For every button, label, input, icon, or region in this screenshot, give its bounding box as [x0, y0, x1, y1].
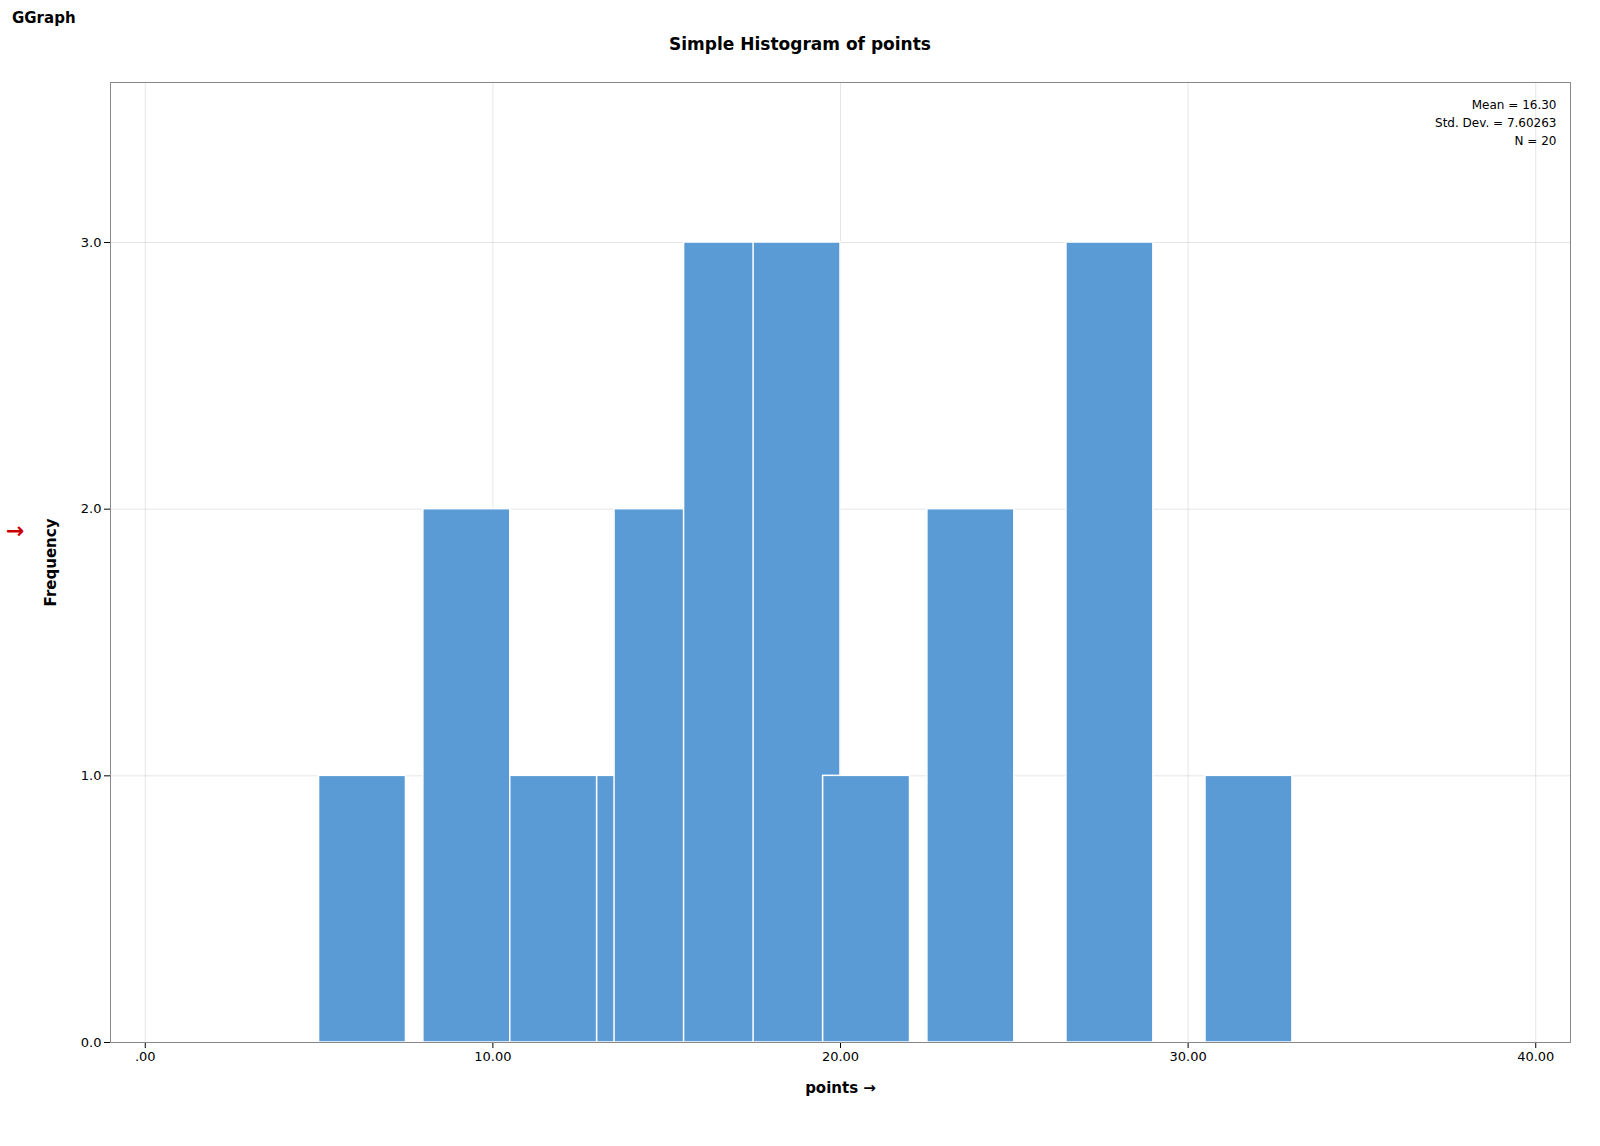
svg-text:2.0: 2.0	[81, 501, 102, 516]
svg-text:.00: .00	[135, 1049, 156, 1064]
svg-text:3.0: 3.0	[81, 235, 102, 250]
svg-text:Mean = 16.30Std. Dev. = 7.6026: Mean = 16.30Std. Dev. = 7.60263N = 20	[1435, 98, 1556, 148]
svg-text:1.0: 1.0	[81, 768, 102, 783]
svg-text:20.00: 20.00	[822, 1049, 859, 1064]
svg-text:30.00: 30.00	[1170, 1049, 1207, 1064]
svg-text:40.00: 40.00	[1517, 1049, 1554, 1064]
html-text:Simple Histogram of points: Simple Histogram of points	[669, 34, 931, 54]
svg-text:0.0: 0.0	[81, 1035, 102, 1050]
svg-text:points →: points →	[805, 1079, 876, 1097]
html-text:GGraph: GGraph	[12, 9, 76, 27]
svg-text:10.00: 10.00	[474, 1049, 511, 1064]
svg-text:Frequency: Frequency	[42, 518, 60, 606]
